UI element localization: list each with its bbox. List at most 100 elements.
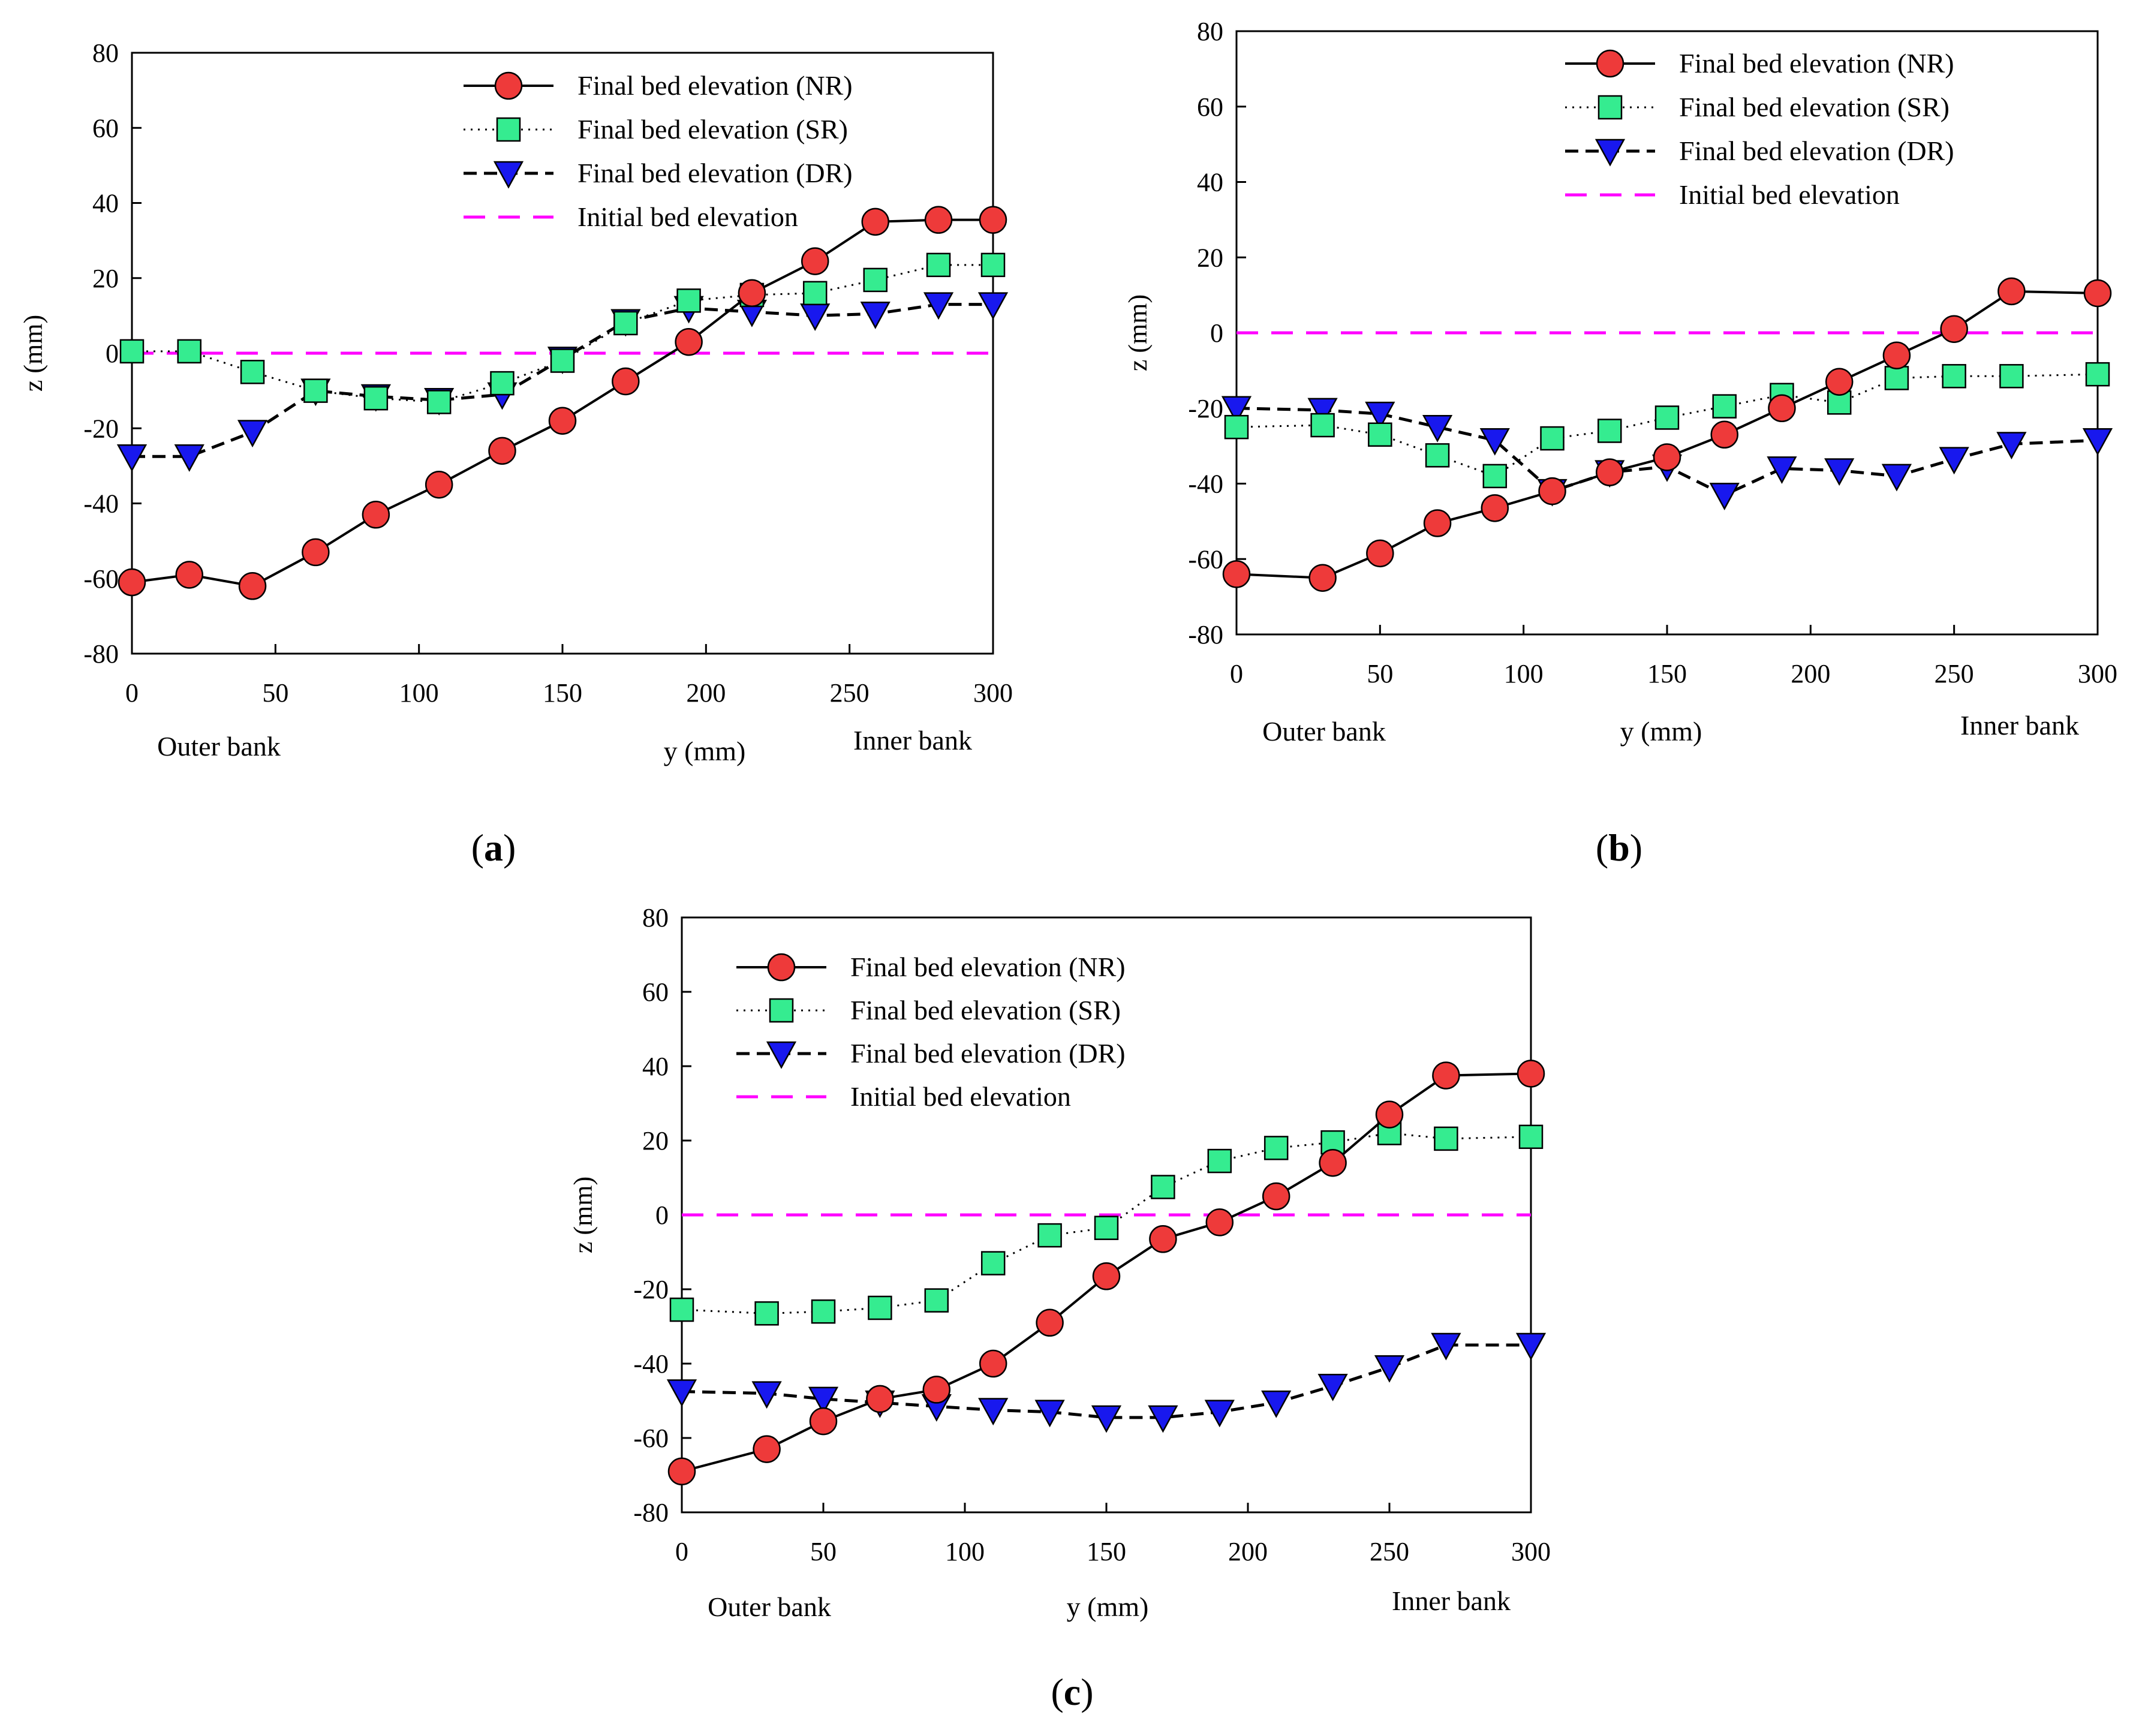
data-point-dr xyxy=(1431,1332,1461,1361)
data-point-dr xyxy=(1261,1390,1292,1418)
outer-bank-label: Outer bank xyxy=(157,731,281,762)
data-point-dr xyxy=(1709,483,1740,510)
y-tick-label: 40 xyxy=(1197,168,1223,197)
data-point-nr xyxy=(801,247,829,275)
data-point-nr xyxy=(1092,1262,1121,1290)
data-point-nr xyxy=(1768,394,1796,422)
data-point-sr xyxy=(177,339,201,364)
inner-bank-label: Inner bank xyxy=(1392,1585,1511,1616)
legend-marker-nr xyxy=(1596,49,1624,78)
legend-marker-sr xyxy=(1598,95,1623,120)
data-point-sr xyxy=(1482,464,1508,489)
legend-label-dr: Final bed elevation (DR) xyxy=(577,158,853,188)
data-point-nr xyxy=(612,367,640,396)
x-tick-label: 100 xyxy=(945,1537,985,1566)
data-point-sr xyxy=(1207,1148,1232,1174)
data-point-dr xyxy=(1881,464,1912,492)
data-point-nr xyxy=(1997,277,2026,306)
data-point-dr xyxy=(1034,1400,1065,1428)
legend-label-initial: Initial bed elevation xyxy=(577,201,798,232)
data-point-nr xyxy=(1149,1225,1177,1253)
data-point-nr xyxy=(488,437,516,465)
data-point-nr xyxy=(1205,1208,1234,1236)
x-axis-title: y (mm) xyxy=(1620,716,1702,747)
data-point-nr xyxy=(548,407,577,435)
series-sr xyxy=(669,1121,1544,1326)
data-point-sr xyxy=(1518,1124,1544,1150)
data-point-sr xyxy=(980,252,1006,278)
data-point-sr xyxy=(303,378,328,403)
y-tick-label: 20 xyxy=(92,264,119,293)
panel-caption: (b) xyxy=(1596,826,1642,869)
data-point-sr xyxy=(1263,1136,1289,1160)
data-point-nr xyxy=(1366,539,1394,568)
y-tick-label: 40 xyxy=(92,189,119,218)
data-point-sr xyxy=(119,339,145,364)
series-line-dr xyxy=(681,1343,1531,1419)
data-point-sr xyxy=(240,360,265,384)
data-point-sr xyxy=(1368,422,1392,447)
y-tick-label: 20 xyxy=(642,1126,669,1156)
data-point-dr xyxy=(751,1381,782,1409)
legend-marker-sr xyxy=(769,998,794,1023)
data-point-nr xyxy=(1423,509,1452,537)
chart-panel-a: -80 -60 -40 -20 0 20 40 60 80 0 50 100 150 200 250 300 z… xyxy=(19,38,1013,869)
inner-bank-label: Inner bank xyxy=(853,725,972,756)
legend-label-sr: Final bed elevation (SR) xyxy=(1679,92,1950,122)
chart-panel-b: -80 -60 -40 -20 0 20 40 60 80 0 50 100 150 200 250 300 z… xyxy=(1123,17,2117,869)
x-tick-label: 250 xyxy=(1935,659,1974,688)
data-point-nr xyxy=(1940,315,1968,343)
y-tick-label: -20 xyxy=(83,414,119,443)
data-point-dr xyxy=(1515,1332,1547,1361)
data-point-dr xyxy=(1204,1400,1235,1428)
data-point-sr xyxy=(669,1297,694,1322)
data-point-dr xyxy=(860,301,890,329)
data-point-sr xyxy=(924,1288,949,1313)
y-tick-label: -60 xyxy=(1188,544,1223,574)
x-axis-title: y (mm) xyxy=(664,736,746,766)
series-line-nr xyxy=(1236,290,2098,579)
data-point-sr xyxy=(1037,1223,1062,1248)
data-point-dr xyxy=(174,444,204,472)
x-tick-label: 50 xyxy=(1367,659,1393,688)
y-axis-title: z (mm) xyxy=(19,315,48,392)
outer-bank-label: Outer bank xyxy=(708,1591,831,1622)
y-tick-label: -80 xyxy=(83,639,119,669)
x-tick-label: 150 xyxy=(543,678,582,708)
y-tick-label: -60 xyxy=(83,564,119,594)
y-tick-label: 0 xyxy=(106,339,119,368)
legend-label-dr: Final bed elevation (DR) xyxy=(850,1038,1126,1069)
data-point-sr xyxy=(1425,443,1450,468)
y-axis-title: z (mm) xyxy=(1123,294,1153,371)
data-point-dr xyxy=(800,303,831,331)
y-tick-label: 60 xyxy=(642,977,669,1007)
data-point-sr xyxy=(1224,414,1249,440)
legend-marker-nr xyxy=(767,953,796,982)
data-point-dr xyxy=(1374,1355,1405,1383)
legend-label-sr: Final bed elevation (SR) xyxy=(577,114,848,145)
legend-marker-nr xyxy=(494,71,523,100)
data-point-sr xyxy=(550,348,575,373)
data-point-sr xyxy=(754,1301,779,1326)
data-point-sr xyxy=(1884,366,1909,390)
data-point-nr xyxy=(1825,368,1854,396)
data-point-sr xyxy=(1999,364,2024,389)
data-point-dr xyxy=(1767,456,1797,484)
x-tick-label: 50 xyxy=(810,1537,837,1566)
data-point-sr xyxy=(490,371,515,396)
y-tick-label: -40 xyxy=(633,1349,669,1379)
data-point-dr xyxy=(1479,428,1510,456)
data-point-dr xyxy=(923,292,954,320)
data-point-nr xyxy=(922,1376,951,1404)
data-point-dr xyxy=(1939,447,1969,475)
data-point-sr xyxy=(1151,1175,1175,1199)
data-point-sr xyxy=(1310,413,1335,438)
data-point-sr xyxy=(613,311,638,336)
x-tick-label: 200 xyxy=(686,678,726,708)
data-point-sr xyxy=(1540,426,1565,451)
data-point-sr xyxy=(802,281,828,306)
y-tick-label: -20 xyxy=(1188,394,1223,423)
x-tick-label: 200 xyxy=(1791,659,1830,688)
data-point-dr xyxy=(1307,398,1338,426)
data-point-dr xyxy=(2082,428,2113,456)
